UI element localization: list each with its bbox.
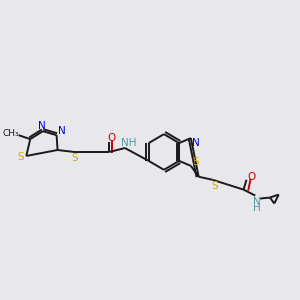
Text: H: H: [253, 203, 261, 214]
Text: N: N: [192, 138, 200, 148]
Text: S: S: [192, 157, 199, 167]
Text: S: S: [211, 181, 217, 191]
Text: N: N: [253, 196, 261, 206]
Text: S: S: [17, 152, 24, 162]
Text: O: O: [247, 172, 256, 182]
Text: N: N: [58, 126, 65, 136]
Text: NH: NH: [121, 138, 136, 148]
Text: CH₃: CH₃: [2, 129, 19, 138]
Text: N: N: [38, 121, 46, 131]
Text: O: O: [107, 133, 116, 143]
Text: S: S: [72, 153, 78, 163]
